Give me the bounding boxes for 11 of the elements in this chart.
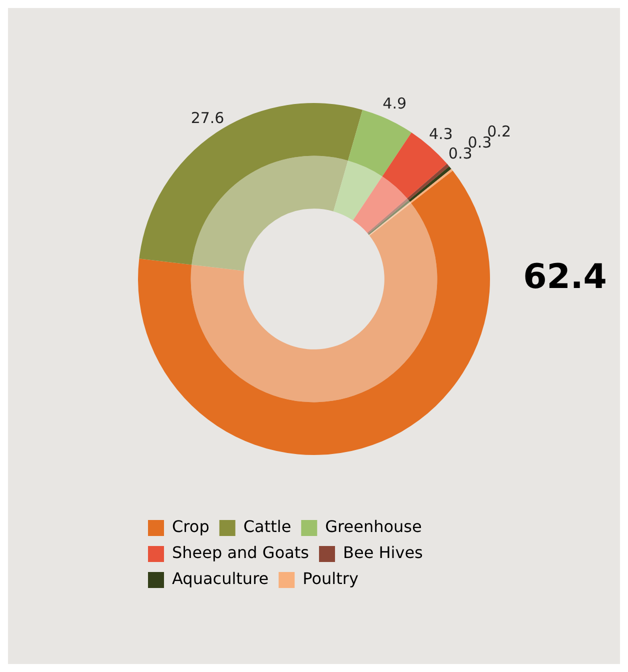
legend-label: Poultry <box>302 569 358 588</box>
legend-label: Aquaculture <box>172 569 269 588</box>
data-label: 27.6 <box>190 109 224 128</box>
legend-label: Cattle <box>243 517 292 536</box>
data-label: 4.9 <box>382 94 407 113</box>
data-label: 4.3 <box>428 124 453 143</box>
legend-label: Greenhouse <box>325 517 422 536</box>
data-label: 62.4 <box>523 256 607 297</box>
legend-label: Crop <box>172 517 210 536</box>
legend-label: Sheep and Goats <box>172 543 310 562</box>
legend-label: Bee Hives <box>343 543 423 562</box>
